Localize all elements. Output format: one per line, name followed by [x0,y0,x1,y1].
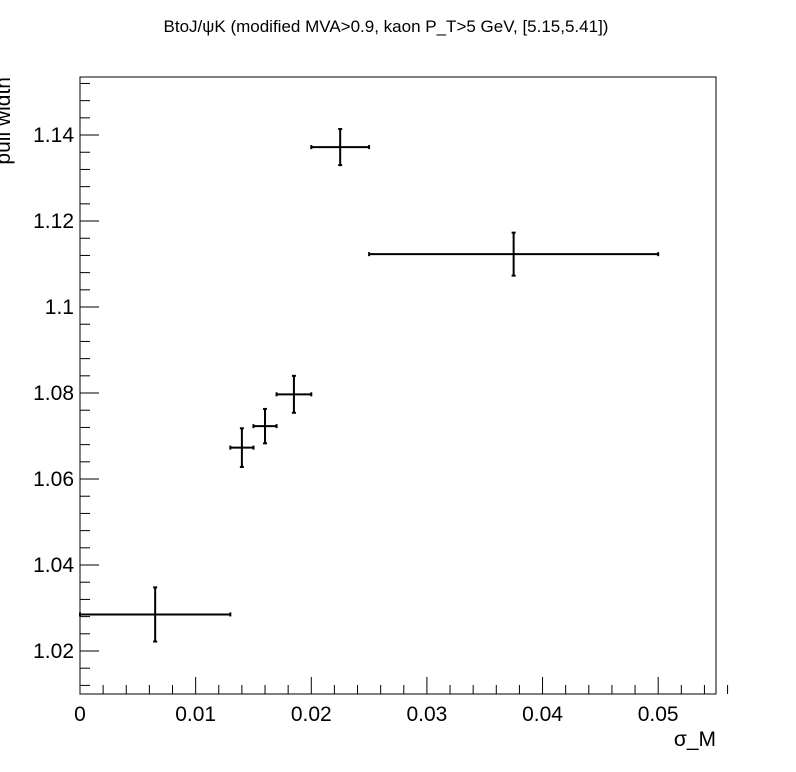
data-point [275,374,313,414]
y-tick-label: 1.14 [33,124,74,147]
x-tick-label: 0 [74,703,86,726]
y-tick-label: 1.08 [33,382,74,405]
x-tick-label: 0.04 [522,703,563,726]
x-axis-title: σ_M [674,728,716,751]
y-tick-label: 1.1 [45,296,74,319]
y-tick-label: 1.02 [33,640,74,663]
data-point [310,128,371,167]
x-tick-label: 0.03 [406,703,447,726]
chart-title: BtoJ/ψK (modified MVA>0.9, kaon P_T>5 Ge… [164,17,609,36]
plot-frame [79,76,717,695]
y-tick-label: 1.04 [33,554,74,577]
x-axis: 0 0.01 0.02 0.03 0.04 0.05 [74,677,729,726]
data-point [229,427,255,468]
x-tick-label: 0.01 [175,703,216,726]
y-axis-title: pull width [0,77,15,165]
y-axis: 1.02 1.04 1.06 1.08 1.1 1.12 1.14 [33,82,99,686]
x-tick-label: 0.05 [638,703,679,726]
y-tick-label: 1.06 [33,468,74,491]
y-tick-label: 1.12 [33,210,74,233]
data-point [79,586,232,643]
data-point [368,231,660,277]
x-tick-label: 0.02 [291,703,332,726]
data-point [252,407,278,445]
data-series [79,128,660,643]
